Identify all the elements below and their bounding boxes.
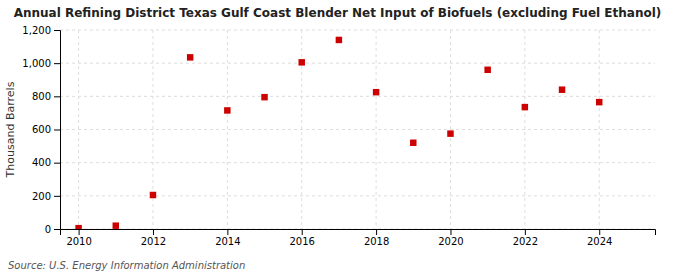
x-tick: 2016 bbox=[289, 229, 314, 247]
x-tick-mark bbox=[302, 229, 303, 235]
x-tick: 2020 bbox=[438, 229, 463, 247]
point bbox=[484, 67, 490, 73]
x-tick-label: 2012 bbox=[141, 236, 166, 247]
x-tick: 2012 bbox=[141, 229, 166, 247]
x-tick-label: 2016 bbox=[289, 236, 314, 247]
y-tick-label: 400 bbox=[32, 157, 51, 168]
points bbox=[75, 37, 602, 229]
x-tick-mark bbox=[376, 229, 377, 235]
y-grid-line bbox=[60, 63, 655, 64]
x-tick-mark bbox=[450, 229, 451, 235]
y-tick: 800 bbox=[32, 91, 60, 102]
y-tick-mark bbox=[54, 96, 60, 97]
y-tick-mark bbox=[54, 163, 60, 164]
x-tick-label: 2022 bbox=[513, 236, 538, 247]
y-axis-title: Thousand Barrels bbox=[4, 81, 17, 178]
x-tick: 2010 bbox=[66, 229, 91, 247]
chart: 2010 2012 2014 2016 2018 2020 2022 2024 0 200 400 6… bbox=[0, 0, 675, 275]
y-grid-line bbox=[60, 30, 655, 31]
y-tick-mark bbox=[54, 63, 60, 64]
x-tick-label: 2014 bbox=[215, 236, 240, 247]
x-grid-line bbox=[227, 30, 228, 229]
x-axis-line bbox=[61, 230, 656, 236]
point bbox=[522, 104, 528, 110]
x-tick-mark bbox=[79, 229, 80, 235]
x-grid-line bbox=[599, 30, 600, 229]
y-grid-line bbox=[60, 129, 655, 130]
point bbox=[373, 89, 379, 95]
y-tick: 600 bbox=[32, 124, 60, 135]
y-tick-mark bbox=[54, 229, 60, 230]
y-tick: 0 bbox=[45, 224, 60, 235]
y-tick-label: 1,200 bbox=[22, 25, 51, 36]
y-grid-line bbox=[60, 96, 655, 97]
x-tick-mark bbox=[153, 229, 154, 235]
grid bbox=[60, 30, 655, 229]
x-tick-mark bbox=[599, 229, 600, 235]
point bbox=[559, 86, 565, 92]
y-tick-label: 0 bbox=[45, 224, 51, 235]
y-tick-label: 1,000 bbox=[22, 58, 51, 69]
x-axis: 2010 2012 2014 2016 2018 2020 2022 2024 bbox=[61, 229, 656, 247]
x-tick-mark bbox=[525, 229, 526, 235]
y-tick-mark bbox=[54, 30, 60, 31]
y-axis: 0 200 400 600 800 1,000 1,200 bbox=[22, 25, 60, 235]
y-tick: 400 bbox=[32, 157, 60, 168]
point bbox=[187, 54, 193, 60]
x-tick-mark bbox=[227, 229, 228, 235]
title: Annual Refining District Texas Gulf Coas… bbox=[14, 6, 662, 20]
point bbox=[447, 130, 453, 136]
y-axis-line bbox=[54, 31, 61, 230]
y-tick-mark bbox=[54, 196, 60, 197]
x-tick: 2024 bbox=[587, 229, 612, 247]
y-grid-line bbox=[60, 162, 655, 163]
point bbox=[224, 107, 230, 113]
x-tick: 2022 bbox=[513, 229, 538, 247]
y-tick: 1,200 bbox=[22, 25, 60, 36]
y-tick-label: 800 bbox=[32, 91, 51, 102]
point bbox=[75, 225, 81, 229]
x-grid-line bbox=[376, 30, 377, 229]
x-tick: 2018 bbox=[364, 229, 389, 247]
x-tick-label: 2020 bbox=[438, 236, 463, 247]
point bbox=[298, 59, 304, 65]
y-tick-mark bbox=[54, 130, 60, 131]
y-tick: 200 bbox=[32, 191, 60, 202]
point bbox=[150, 192, 156, 198]
point bbox=[261, 94, 267, 100]
source-note: Source: U.S. Energy Information Administ… bbox=[8, 260, 245, 271]
x-tick-label: 2024 bbox=[587, 236, 612, 247]
y-grid-line bbox=[60, 195, 655, 196]
y-tick-label: 600 bbox=[32, 124, 51, 135]
x-tick: 2014 bbox=[215, 229, 240, 247]
x-tick-label: 2010 bbox=[66, 236, 91, 247]
y-tick: 1,000 bbox=[22, 58, 60, 69]
point bbox=[113, 222, 119, 228]
point bbox=[336, 37, 342, 43]
point bbox=[410, 140, 416, 146]
x-tick-label: 2018 bbox=[364, 236, 389, 247]
point bbox=[596, 99, 602, 105]
y-tick-label: 200 bbox=[32, 191, 51, 202]
